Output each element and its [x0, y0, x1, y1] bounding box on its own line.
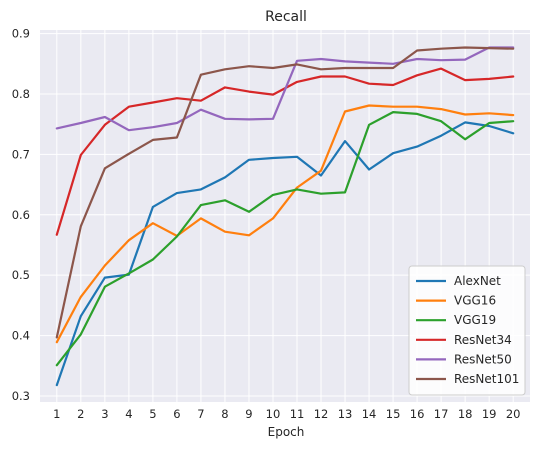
x-tick-label: 4	[125, 407, 132, 421]
x-tick-label: 17	[434, 407, 449, 421]
legend-label: VGG16	[454, 294, 496, 308]
x-tick-label: 13	[338, 407, 353, 421]
x-axis-ticks: 1 2 3 4 5 6 7 8 9 10 11 12 13 14 15 16 17 18 19 20	[53, 407, 520, 421]
y-tick-label: 0.8	[12, 87, 30, 101]
legend: AlexNet VGG16 VGG19 ResNet34 ResNet50 ResNet1…	[409, 266, 525, 395]
legend-label: ResNet34	[454, 333, 512, 347]
chart-title: Recall	[265, 9, 307, 25]
x-tick-label: 19	[482, 407, 497, 421]
x-tick-label: 11	[290, 407, 305, 421]
x-tick-label: 2	[77, 407, 84, 421]
y-axis-ticks: 0.3 0.4 0.5 0.6 0.7 0.8 0.9	[12, 27, 30, 403]
y-tick-label: 0.3	[12, 389, 30, 403]
x-tick-label: 9	[245, 407, 252, 421]
y-tick-label: 0.7	[12, 147, 30, 161]
x-tick-label: 12	[314, 407, 329, 421]
x-axis-label: Epoch	[268, 425, 305, 439]
x-tick-label: 14	[362, 407, 377, 421]
x-tick-label: 1	[53, 407, 60, 421]
x-tick-label: 15	[386, 407, 401, 421]
legend-label: ResNet50	[454, 352, 512, 366]
x-tick-label: 16	[410, 407, 425, 421]
y-tick-label: 0.4	[12, 329, 30, 343]
y-tick-label: 0.5	[12, 268, 30, 282]
y-tick-label: 0.6	[12, 208, 30, 222]
x-tick-label: 6	[173, 407, 180, 421]
x-tick-label: 10	[266, 407, 281, 421]
x-tick-label: 7	[197, 407, 204, 421]
legend-label: ResNet101	[454, 372, 519, 386]
x-tick-label: 8	[221, 407, 228, 421]
x-tick-label: 5	[149, 407, 156, 421]
x-tick-label: 3	[101, 407, 108, 421]
x-tick-label: 18	[458, 407, 473, 421]
x-tick-label: 20	[506, 407, 521, 421]
legend-label: VGG19	[454, 313, 496, 327]
legend-label: AlexNet	[454, 274, 501, 288]
y-tick-label: 0.9	[12, 27, 30, 41]
